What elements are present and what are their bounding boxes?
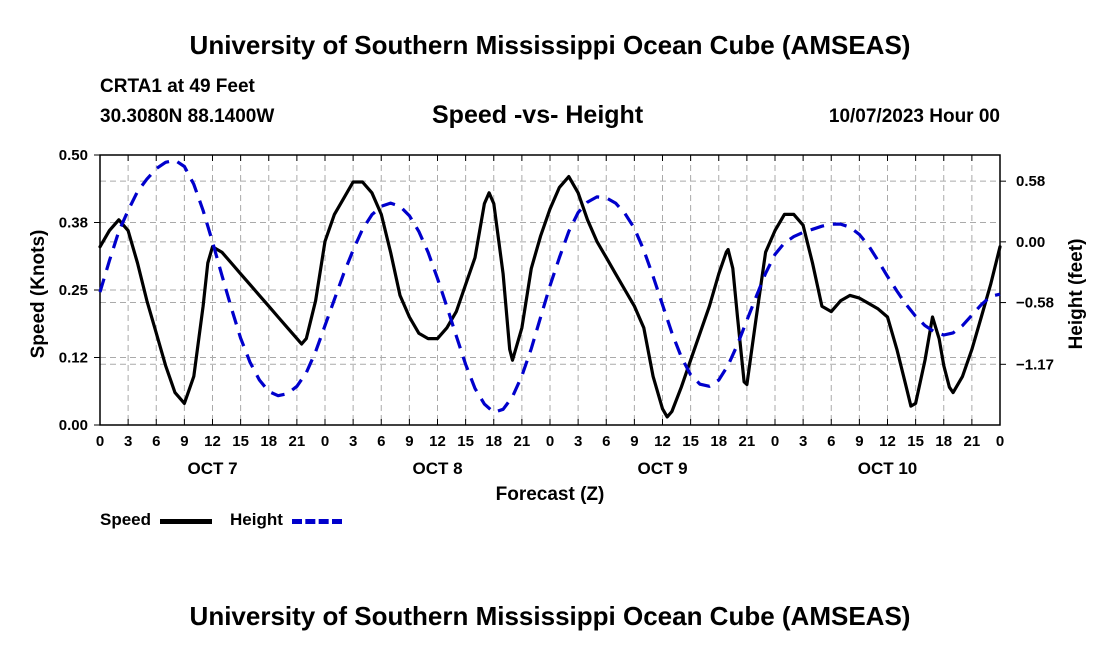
- x-tick-label: 15: [907, 433, 924, 450]
- x-tick-label: 12: [429, 433, 446, 450]
- x-tick-label: 15: [457, 433, 474, 450]
- forecast-date: 10/07/2023 Hour 00: [828, 106, 1000, 127]
- station-name: CRTA1 at 49 Feet: [100, 76, 255, 97]
- x-tick-label: 21: [514, 433, 531, 450]
- y2-tick-label: 0.00: [1016, 234, 1045, 251]
- x-tick-label: 3: [349, 433, 357, 450]
- station-coords: 30.3080N 88.1400W: [100, 106, 275, 127]
- y-tick-label: 0.25: [59, 282, 88, 299]
- x-tick-label: 0: [771, 433, 779, 450]
- x-tick-label: 18: [260, 433, 277, 450]
- x-axis-label: Forecast (Z): [496, 484, 605, 505]
- series-line-speed: [98, 175, 1002, 419]
- y-tick-label: 0.00: [59, 417, 88, 434]
- legend-speed-label: Speed: [100, 510, 152, 529]
- legend-height-line: [292, 519, 342, 524]
- x-tick-label: 12: [879, 433, 896, 450]
- y2-axis-label: Height (feet): [1066, 239, 1087, 350]
- footer-title: University of Southern Mississippi Ocean…: [189, 601, 911, 631]
- x-tick-label: 6: [152, 433, 160, 450]
- x-tick-label: 21: [739, 433, 756, 450]
- x-tick-label: 3: [124, 433, 132, 450]
- y-tick-label: 0.38: [59, 215, 88, 232]
- x-tick-label: 6: [827, 433, 835, 450]
- y2-tick-label: −1.17: [1016, 356, 1054, 373]
- x-tick-label: 9: [855, 433, 863, 450]
- day-label: OCT 9: [637, 459, 687, 478]
- x-tick-label: 6: [602, 433, 610, 450]
- x-tick-label: 3: [574, 433, 582, 450]
- x-tick-label: 15: [232, 433, 249, 450]
- legend-speed-line: [160, 519, 212, 524]
- day-label: OCT 8: [412, 459, 462, 478]
- x-tick-label: 9: [180, 433, 188, 450]
- x-tick-label: 18: [710, 433, 727, 450]
- page-title: University of Southern Mississippi Ocean…: [189, 30, 911, 60]
- y2-tick-label: 0.58: [1016, 173, 1045, 190]
- x-tick-label: 3: [799, 433, 807, 450]
- x-tick-label: 21: [289, 433, 306, 450]
- y-tick-label: 0.12: [59, 350, 88, 367]
- x-tick-label: 9: [630, 433, 638, 450]
- legend-height-label: Height: [230, 510, 283, 529]
- x-tick-label: 21: [964, 433, 981, 450]
- chart-title: Speed -vs- Height: [432, 101, 644, 129]
- x-tick-label: 0: [321, 433, 329, 450]
- x-tick-label: 9: [405, 433, 413, 450]
- x-tick-label: 0: [996, 433, 1004, 450]
- y-tick-label: 0.50: [59, 147, 88, 164]
- x-tick-label: 0: [546, 433, 554, 450]
- x-tick-label: 18: [935, 433, 952, 450]
- y2-tick-label: −0.58: [1016, 295, 1054, 312]
- x-tick-label: 15: [682, 433, 699, 450]
- x-tick-label: 18: [485, 433, 502, 450]
- day-label: OCT 10: [858, 459, 918, 478]
- x-tick-label: 0: [96, 433, 104, 450]
- series-line-height: [98, 158, 1001, 414]
- x-tick-label: 12: [204, 433, 221, 450]
- x-tick-label: 12: [654, 433, 671, 450]
- y-axis-label: Speed (Knots): [28, 230, 49, 359]
- day-label: OCT 7: [187, 459, 237, 478]
- x-tick-label: 6: [377, 433, 385, 450]
